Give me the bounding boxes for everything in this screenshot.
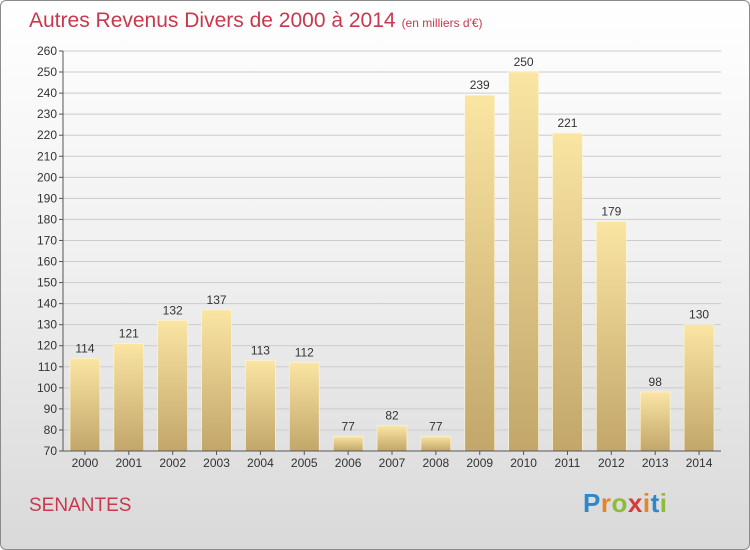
logo-letter: o (611, 488, 628, 518)
data-label: 77 (429, 419, 443, 433)
bar (245, 360, 276, 452)
y-tick-label: 240 (37, 86, 57, 100)
y-tick-label: 180 (37, 212, 57, 226)
bar (113, 343, 145, 452)
y-tick-label: 250 (37, 65, 57, 79)
y-tick-label: 100 (37, 381, 57, 395)
bar (464, 94, 495, 452)
y-tick-label: 120 (37, 339, 57, 353)
x-tick-label: 2006 (335, 456, 362, 470)
bar (596, 221, 627, 452)
data-labels: 114 121 132 137 113 112 77 82 77 239 250 221 179 98 13… (75, 55, 709, 433)
y-tick-label: 260 (37, 44, 57, 58)
x-tick-label: 2002 (159, 456, 186, 470)
data-label: 114 (75, 341, 94, 355)
data-label: 113 (251, 343, 270, 357)
commune-name: SENANTES (29, 495, 132, 516)
logo-letter: r (600, 488, 612, 518)
x-tick-label: 2000 (72, 456, 99, 470)
y-tick-label: 140 (37, 297, 57, 311)
y-tick-label: 110 (38, 360, 57, 374)
logo-letter: t (650, 488, 660, 518)
y-tick-label: 150 (37, 276, 57, 290)
y-tick-label: 170 (37, 233, 57, 247)
bar (201, 309, 232, 452)
bars (69, 71, 715, 452)
data-label: 179 (601, 205, 621, 219)
bar (420, 435, 452, 452)
y-tick-label: 230 (37, 107, 57, 121)
x-tick-label: 2014 (686, 456, 713, 470)
bar (508, 71, 539, 452)
data-label: 112 (295, 346, 314, 360)
y-tick-label: 200 (37, 170, 57, 184)
proxiti-logo: Proxiti (583, 488, 667, 519)
chart-unit: (en milliers d'€) (401, 16, 483, 30)
bar (69, 358, 101, 452)
data-label: 250 (514, 55, 534, 69)
x-tick-label: 2010 (510, 456, 537, 470)
x-tick-label: 2007 (379, 456, 406, 470)
data-label: 77 (341, 419, 355, 433)
x-tick-label: 2012 (598, 456, 625, 470)
bar (157, 320, 188, 452)
y-tick-label: 70 (44, 444, 58, 458)
bar (683, 324, 715, 452)
bar (376, 425, 408, 452)
y-tick-label: 80 (44, 423, 58, 437)
data-label: 82 (385, 409, 399, 423)
x-tick-label: 2008 (423, 456, 450, 470)
bar (289, 362, 320, 452)
y-tick-label: 160 (37, 255, 57, 269)
x-tick-label: 2003 (203, 456, 230, 470)
logo-letter: P (583, 488, 601, 518)
x-tick-label: 2011 (555, 456, 581, 470)
bar (552, 132, 583, 452)
x-tick-label: 2005 (291, 456, 318, 470)
data-label: 221 (557, 116, 577, 130)
y-tick-label: 90 (44, 402, 58, 416)
bar (639, 391, 671, 452)
y-tick-label: 210 (37, 149, 57, 163)
data-label: 239 (470, 78, 490, 92)
data-label: 132 (163, 303, 183, 317)
x-tick-label: 2004 (247, 456, 274, 470)
y-tick-label: 190 (37, 191, 57, 205)
logo-letter: i (642, 488, 651, 518)
bar (332, 435, 364, 452)
chart-title-text: Autres Revenus Divers de 2000 à 2014 (29, 9, 396, 32)
x-tick-label: 2001 (115, 456, 142, 470)
x-tick-label: 2009 (466, 456, 493, 470)
y-tick-label: 130 (37, 318, 57, 332)
data-label: 137 (207, 293, 227, 307)
chart-title: Autres Revenus Divers de 2000 à 2014 (en … (29, 9, 483, 33)
y-axis-ticks: 70 80 90 100 110 120 130 140 150 160 170 180 190 200 2… (37, 44, 63, 458)
y-tick-label: 220 (37, 128, 57, 142)
data-label: 98 (649, 375, 663, 389)
data-label: 121 (119, 327, 139, 341)
x-tick-label: 2013 (642, 456, 669, 470)
logo-letter: i (659, 488, 668, 518)
logo-letter: x (627, 488, 643, 518)
data-label: 130 (689, 308, 709, 322)
x-axis-ticks: 2000 2001 2002 2003 2004 2005 2006 2007 2008 2009… (72, 451, 713, 470)
